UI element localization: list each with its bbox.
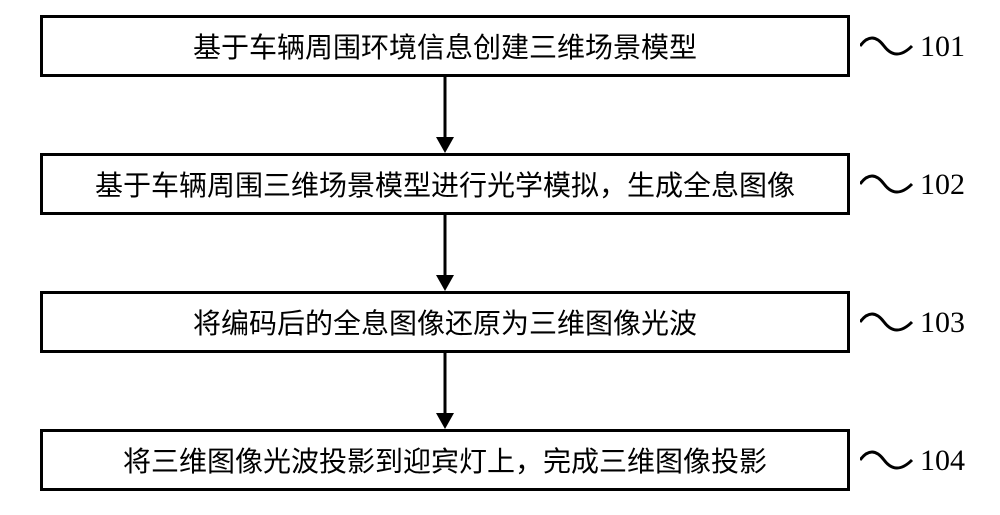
connector-squiggle-2 [860,170,914,198]
flow-box-3: 将编码后的全息图像还原为三维图像光波 [40,291,850,353]
flow-label-4: 104 [920,444,965,478]
flow-box-1-text: 基于车辆周围环境信息创建三维场景模型 [193,26,697,66]
flow-label-2: 102 [920,168,965,202]
arrow-2-3 [430,215,460,291]
flow-box-4-text: 将三维图像光波投影到迎宾灯上，完成三维图像投影 [123,440,767,480]
flow-label-3: 103 [920,306,965,340]
flow-box-2: 基于车辆周围三维场景模型进行光学模拟，生成全息图像 [40,153,850,215]
flow-box-2-text: 基于车辆周围三维场景模型进行光学模拟，生成全息图像 [95,164,795,204]
flow-label-1: 101 [920,30,965,64]
flow-box-1: 基于车辆周围环境信息创建三维场景模型 [40,15,850,77]
connector-squiggle-3 [860,308,914,336]
arrow-1-2 [430,77,460,153]
arrow-3-4 [430,353,460,429]
flow-box-3-text: 将编码后的全息图像还原为三维图像光波 [193,302,697,342]
connector-squiggle-1 [860,32,914,60]
connector-squiggle-4 [860,446,914,474]
flow-box-4: 将三维图像光波投影到迎宾灯上，完成三维图像投影 [40,429,850,491]
